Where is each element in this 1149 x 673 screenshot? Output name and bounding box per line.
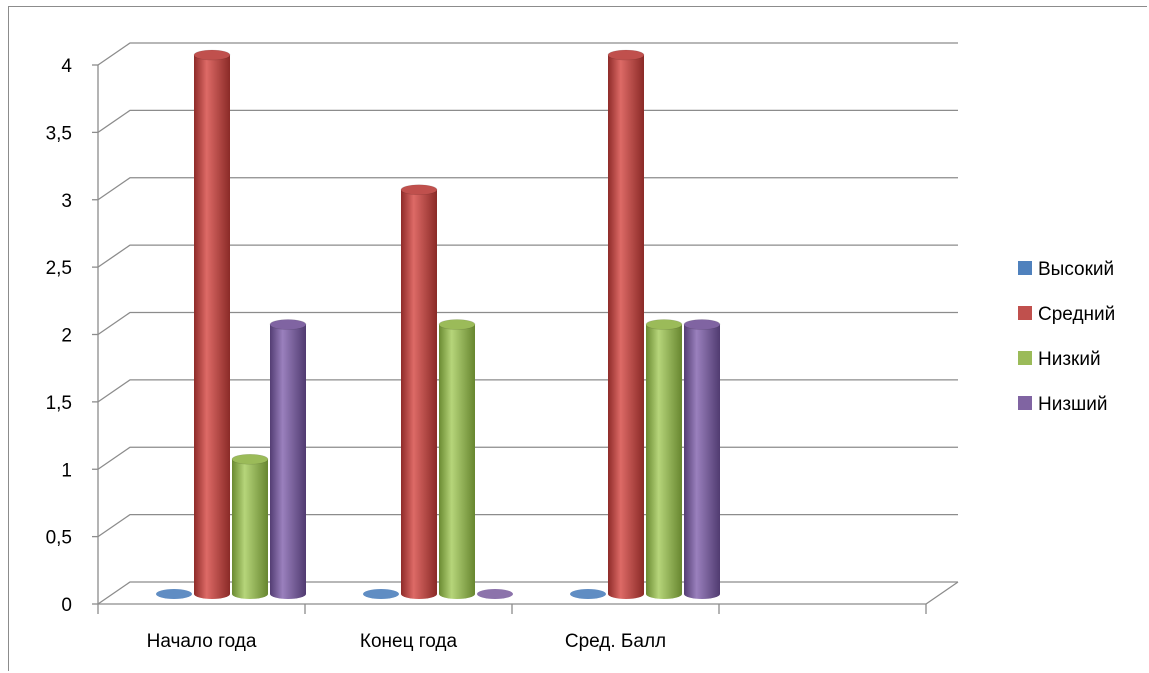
- bar-1-1: [156, 589, 192, 599]
- gridline: [97, 311, 958, 336]
- legend-entry: Средний: [1018, 304, 1115, 325]
- y-tick-label: 3,5: [46, 123, 72, 144]
- x-tick-label: Сред. Балл: [565, 631, 666, 652]
- legend-swatch: [1018, 306, 1032, 320]
- y-tick-label: 0,5: [46, 528, 72, 549]
- bar-4-1: [269, 319, 307, 599]
- legend-swatch: [1018, 351, 1032, 365]
- y-tick-label: 0: [61, 595, 72, 616]
- y-tick-label: 3: [61, 191, 72, 212]
- bar-3-2: [438, 319, 476, 599]
- y-tick-label: 1: [61, 460, 72, 481]
- legend-label: Низший: [1038, 394, 1108, 415]
- legend-entry: Низкий: [1018, 349, 1101, 370]
- legend-swatch: [1018, 261, 1032, 275]
- gridline: [97, 42, 958, 66]
- chart-frame: [8, 6, 1147, 671]
- legend-entry: Низший: [1018, 394, 1108, 415]
- y-tick-label: 1,5: [46, 393, 72, 414]
- bar-2-2: [400, 184, 438, 599]
- legend-label: Высокий: [1038, 259, 1114, 280]
- legend-swatch: [1018, 396, 1032, 410]
- y-tick-label: 2: [61, 326, 72, 347]
- bar-1-2: [363, 589, 399, 599]
- legend-entry: Высокий: [1018, 259, 1114, 280]
- bar-3-3: [645, 319, 683, 599]
- x-tick-label: Начало года: [147, 631, 257, 652]
- bar-1-3: [570, 589, 606, 599]
- x-tick-label: Конец года: [360, 631, 458, 652]
- y-tick-label: 2,5: [46, 258, 72, 279]
- legend-label: Средний: [1038, 304, 1115, 325]
- bar-2-3: [607, 49, 645, 599]
- bar-2-1: [193, 49, 231, 599]
- bar-3-1: [231, 453, 269, 599]
- gridline: [97, 244, 958, 268]
- gridline: [97, 177, 958, 201]
- y-tick-label: 4: [61, 56, 72, 77]
- bar-4-2: [477, 589, 513, 599]
- bar-4-3: [683, 319, 721, 599]
- gridline: [97, 109, 958, 133]
- legend-label: Низкий: [1038, 349, 1101, 370]
